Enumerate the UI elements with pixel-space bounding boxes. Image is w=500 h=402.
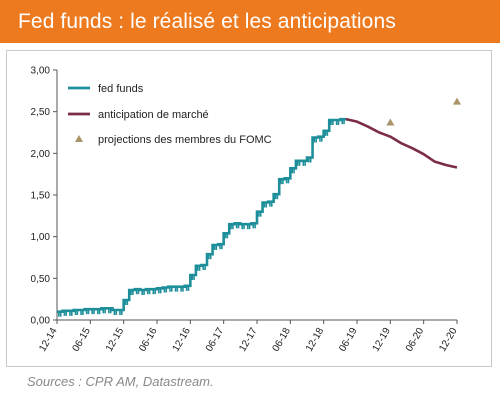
source-note: Sources : CPR AM, Datastream.: [27, 374, 214, 389]
y-tick-label: 1,50: [31, 191, 51, 202]
fomc-projection-marker: [453, 97, 461, 105]
y-tick-label: 3,00: [31, 66, 51, 77]
x-tick-label: 12-17: [237, 326, 260, 354]
chart-title: Fed funds : le réalisé et les anticipati…: [18, 10, 396, 33]
fed-funds-line: [57, 117, 348, 313]
x-tick-label: 12-14: [37, 326, 60, 354]
chart-series: [57, 97, 461, 317]
y-tick-label: 0,50: [31, 274, 51, 285]
chart-frame: [6, 50, 492, 367]
y-tick-label: 2,00: [31, 149, 51, 160]
y-tick-label: 2,50: [31, 107, 51, 118]
legend-label: fed funds: [98, 83, 144, 95]
x-tick-label: 06-15: [71, 326, 94, 354]
fomc-projection-marker: [386, 118, 395, 126]
chart-title-banner: Fed funds : le réalisé et les anticipati…: [0, 0, 500, 43]
y-axis-ticks: 0,00 0,50 1,00 1,50 2,00 2,50 3,00: [31, 66, 457, 327]
x-tick-label: 12-16: [171, 326, 194, 354]
x-tick-label: 06-18: [271, 326, 294, 354]
x-tick-label: 06-17: [204, 326, 227, 354]
x-tick-label: 06-16: [137, 326, 160, 354]
legend-label: anticipation de marché: [98, 109, 209, 121]
x-tick-label: 06-19: [337, 326, 360, 354]
x-tick-label: 12-20: [437, 326, 460, 354]
x-tick-label: 12-18: [304, 326, 327, 354]
x-tick-label: 12-19: [371, 326, 394, 354]
x-axis-ticks: 12-14 06-15 12-15 06-16 12-16 06-17 12-17 06-18…: [37, 320, 460, 354]
chart-legend: fed funds anticipation de marché projectio…: [68, 83, 272, 146]
legend-swatch-fomc: [75, 135, 83, 142]
x-tick-label: 12-15: [104, 326, 127, 354]
market-expectation-line: [345, 117, 458, 169]
y-tick-label: 0,00: [31, 316, 51, 327]
legend-label: projections des membres du FOMC: [98, 134, 272, 146]
y-tick-label: 1,00: [31, 232, 51, 243]
x-tick-label: 06-20: [404, 326, 427, 354]
